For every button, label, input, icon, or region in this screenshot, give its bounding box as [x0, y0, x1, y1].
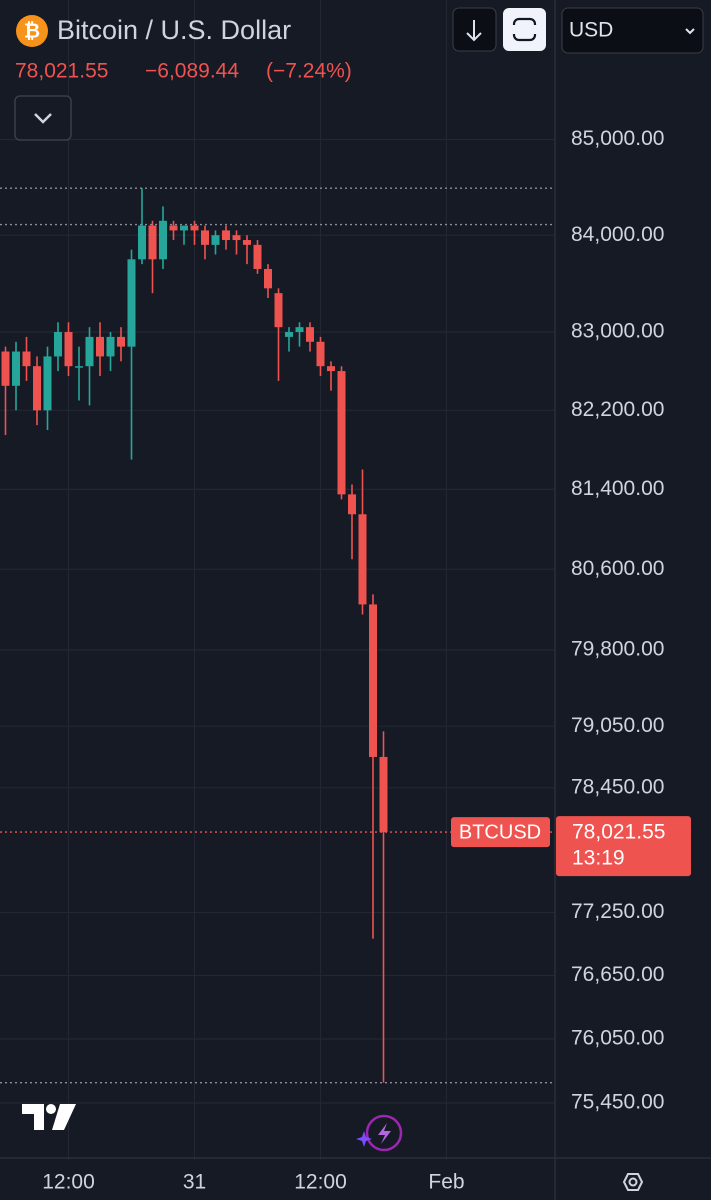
axis-labels: 85,000.00 84,000.00 83,000.00 82,200.00 81,4… [42, 127, 691, 1194]
candle-body [54, 332, 62, 357]
y-tick-label: 83,000.00 [571, 320, 664, 343]
symbol-header[interactable]: ₿ Bitcoin / U.S. Dollar [16, 15, 291, 47]
y-tick-label: 81,400.00 [571, 477, 664, 500]
candle-body [75, 366, 83, 368]
candles [1, 188, 388, 1083]
candle-body [369, 604, 377, 757]
candle-body [169, 225, 178, 231]
candle-body [159, 220, 167, 260]
candle-body [96, 336, 104, 357]
candle-body [285, 332, 293, 337]
candle-body [190, 225, 199, 231]
y-tick-label: 84,000.00 [571, 223, 664, 246]
candle-body [180, 225, 188, 231]
y-tick-label: 77,250.00 [571, 900, 664, 923]
download-button[interactable] [452, 7, 497, 52]
candle-body [22, 351, 31, 367]
dropdown-icon [685, 28, 695, 35]
candle-body [379, 756, 388, 833]
candle-body [358, 514, 367, 605]
candle-body [306, 327, 314, 342]
arrow-down-icon [466, 20, 482, 42]
flash-icon[interactable] [356, 1114, 403, 1152]
chevron-icon [34, 113, 52, 124]
currency-select[interactable]: USD [561, 7, 704, 54]
x-tick-label: 31 [183, 1171, 206, 1194]
candle-body [211, 235, 220, 245]
icon-bolt [378, 1123, 391, 1144]
candle-body [243, 240, 251, 245]
candle-body [201, 230, 209, 245]
square-icon-gap [511, 25, 538, 34]
symbol-title: Bitcoin / U.S. Dollar [57, 15, 291, 45]
price-badge [556, 816, 691, 877]
collapse-button[interactable] [14, 95, 72, 141]
bitcoin-icon [16, 15, 48, 47]
bitcoin-icon-glyph: ₿ [24, 20, 40, 42]
logo-part [46, 1104, 56, 1114]
hex-icon-center [628, 1177, 638, 1187]
price-change-percent: (−7.24%) [266, 60, 352, 83]
y-tick-label: 78,450.00 [571, 775, 664, 798]
candle-body [222, 230, 230, 241]
fullscreen-button[interactable] [503, 8, 546, 51]
y-tick-label: 82,200.00 [571, 398, 664, 421]
y-tick-label: 79,800.00 [571, 637, 664, 660]
logo-part [22, 1104, 44, 1130]
candle-body [232, 235, 241, 241]
candle-body [127, 259, 136, 347]
candle-body [337, 371, 346, 495]
y-tick-label: 76,050.00 [571, 1027, 664, 1050]
x-tick-label: 12:00 [294, 1171, 347, 1194]
candle-body [327, 366, 335, 372]
candle-body [64, 332, 73, 367]
y-tick-label: 76,650.00 [571, 963, 664, 986]
candle-body [138, 225, 146, 260]
logo-part [52, 1104, 76, 1130]
candle-body [264, 268, 272, 289]
candle-body [85, 336, 94, 367]
candle-body [253, 244, 262, 269]
x-tick-label: 12:00 [42, 1171, 95, 1194]
currency-label: USD [569, 19, 613, 42]
symbol-badge [451, 817, 550, 848]
y-tick-label: 79,050.00 [571, 714, 664, 737]
candle-body [12, 351, 20, 386]
x-tick-label: Feb [428, 1171, 464, 1194]
select-frame [561, 7, 704, 54]
price-change: −6,089.44 [145, 60, 239, 83]
candle-body [117, 336, 125, 347]
candle-body [148, 225, 157, 260]
y-tick-label: 75,450.00 [571, 1091, 664, 1114]
candle-body [1, 351, 10, 386]
price-badge-countdown: 13:19 [572, 847, 625, 870]
icon-sparkle [356, 1131, 372, 1147]
candle-body [106, 336, 115, 357]
candle-body [348, 494, 356, 515]
last-price: 78,021.55 [15, 60, 108, 83]
tradingview-logo[interactable] [22, 1104, 76, 1130]
y-tick-label: 85,000.00 [571, 127, 664, 150]
candle-body [274, 293, 283, 328]
candle-body [43, 356, 52, 411]
candle-body [33, 366, 41, 411]
settings-button[interactable] [622, 1173, 644, 1191]
candle-body [295, 327, 304, 333]
grid [0, 0, 555, 1160]
price-badge-value: 78,021.55 [572, 821, 665, 844]
hex-icon [622, 1173, 644, 1191]
y-tick-label: 80,600.00 [571, 557, 664, 580]
button-frame [14, 95, 72, 141]
candle-body [316, 341, 325, 367]
symbol-badge-label: BTCUSD [459, 821, 541, 843]
icon-ring [365, 1114, 403, 1152]
